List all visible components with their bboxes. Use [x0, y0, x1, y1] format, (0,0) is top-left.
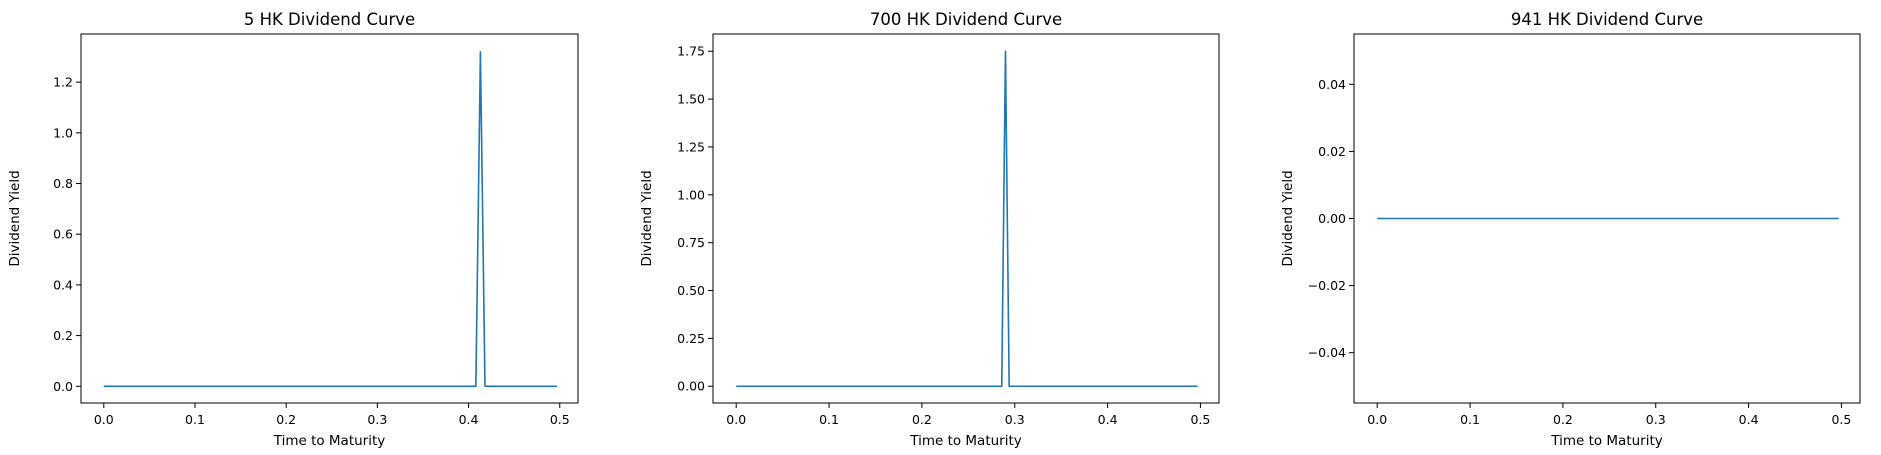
x-tick-label: 0.2 [276, 412, 296, 427]
y-tick-label: 0.00 [1318, 211, 1346, 226]
x-tick-label: 0.1 [1460, 412, 1480, 427]
y-tick-label: 1.25 [677, 139, 705, 154]
chart-panel-1: 5 HK Dividend Curve 0.0 0.1 0.2 0.3 0.4 0.5 0.0… [7, 10, 579, 449]
x-tick-label: 0.5 [1190, 412, 1210, 427]
x-tick-label: 0.0 [726, 412, 746, 427]
y-tick-label: 1.00 [677, 187, 705, 202]
y-tick-label: 0.0 [53, 379, 73, 394]
x-tick-label: 0.5 [1831, 412, 1851, 427]
x-tick-label: 0.1 [819, 412, 839, 427]
y-tick-label: 0.8 [53, 176, 73, 191]
y-axis-label: Dividend Yield [1280, 170, 1296, 266]
chart-title: 5 HK Dividend Curve [244, 10, 415, 29]
x-axis-label: Time to Maturity [273, 433, 386, 449]
y-tick-label: 0.6 [53, 227, 73, 242]
series-line [103, 50, 558, 388]
x-tick-label: 0.0 [94, 412, 114, 427]
y-axis-label: Dividend Yield [639, 170, 655, 266]
x-tick-label: 0.0 [1367, 412, 1387, 427]
x-tick-label: 0.2 [912, 412, 932, 427]
y-tick-label: 1.2 [53, 75, 73, 90]
x-tick-label: 0.4 [1098, 412, 1118, 427]
y-tick-label: 1.75 [677, 44, 705, 59]
y-tick-label: 0.00 [677, 379, 705, 394]
x-tick-label: 0.1 [185, 412, 205, 427]
y-tick-label: 0.75 [677, 235, 705, 250]
y-tick-label: −0.02 [1308, 278, 1346, 293]
series-line [736, 50, 1198, 388]
x-axis-label: Time to Maturity [1550, 433, 1663, 449]
y-tick-label: 0.04 [1318, 77, 1346, 92]
y-tick-label: 1.0 [53, 125, 73, 140]
x-tick-label: 0.3 [367, 412, 387, 427]
chart-panel-3: 941 HK Dividend Curve 0.0 0.1 0.2 0.3 0.4 0.5 −… [1280, 10, 1861, 449]
x-tick-label: 0.4 [1739, 412, 1759, 427]
x-tick-label: 0.5 [550, 412, 570, 427]
x-tick-label: 0.2 [1553, 412, 1573, 427]
x-tick-label: 0.4 [459, 412, 479, 427]
chart-title: 700 HK Dividend Curve [870, 10, 1062, 29]
y-tick-label: 0.50 [677, 283, 705, 298]
y-axis-label: Dividend Yield [7, 170, 23, 266]
chart-title: 941 HK Dividend Curve [1511, 10, 1703, 29]
y-tick-label: 0.25 [677, 331, 705, 346]
y-tick-label: 0.4 [53, 277, 73, 292]
plot-area-frame [712, 33, 1220, 404]
y-tick-label: 0.2 [53, 328, 73, 343]
y-tick-label: 1.50 [677, 92, 705, 107]
y-tick-label: 0.02 [1318, 144, 1346, 159]
y-tick-label: −0.04 [1308, 345, 1346, 360]
x-tick-label: 0.3 [1005, 412, 1025, 427]
x-axis-label: Time to Maturity [909, 433, 1022, 449]
plot-area-frame [80, 33, 579, 404]
x-tick-label: 0.3 [1646, 412, 1666, 427]
